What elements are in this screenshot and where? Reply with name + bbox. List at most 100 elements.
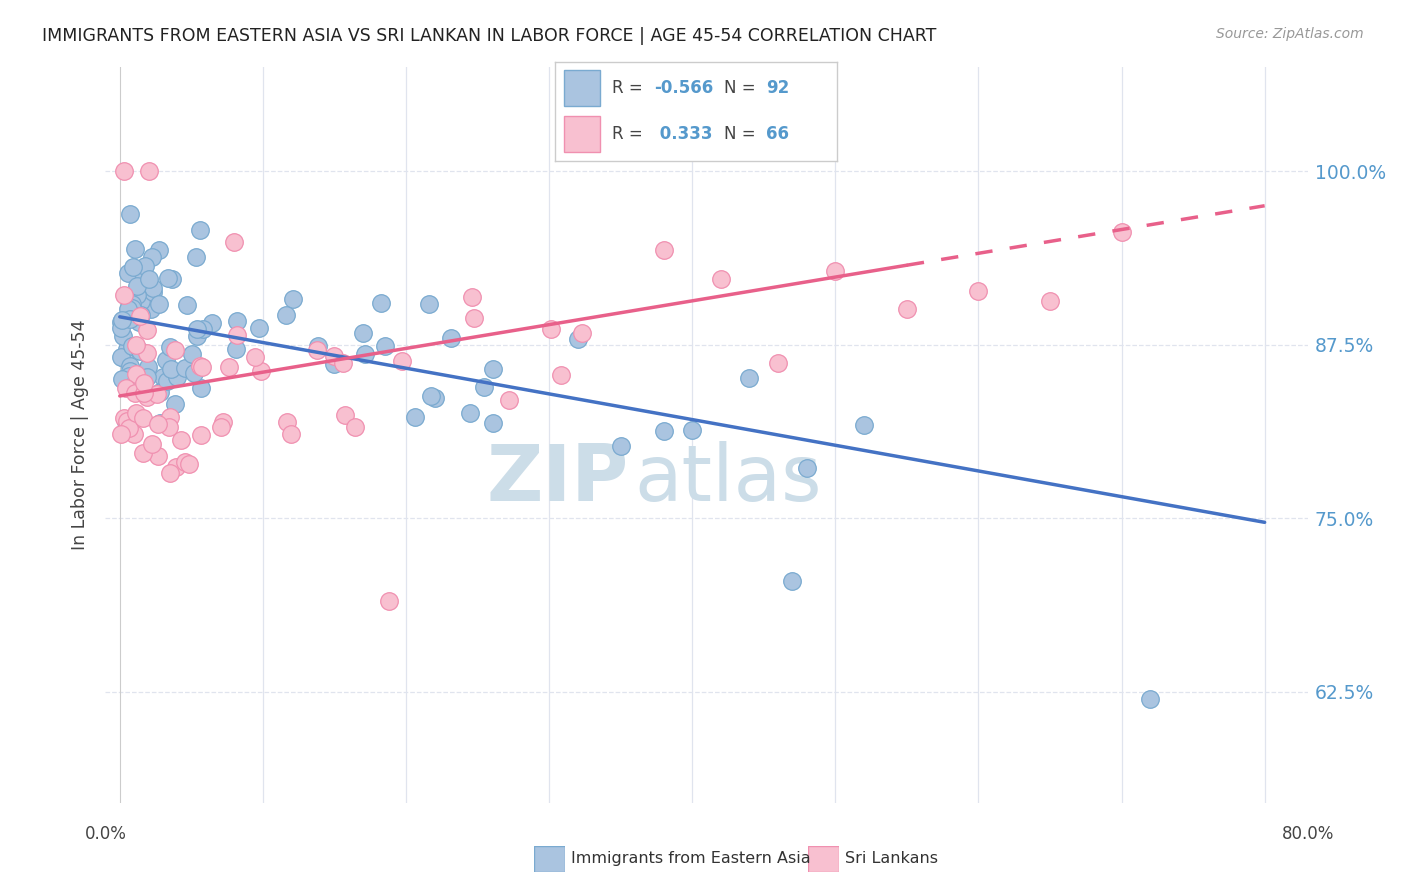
Point — [250, 364, 273, 378]
Point — [159, 362, 181, 376]
Point — [191, 322, 214, 336]
Point — [191, 359, 214, 374]
Point — [824, 263, 846, 277]
Point — [391, 354, 413, 368]
Point — [176, 297, 198, 311]
Point — [128, 309, 150, 323]
Point — [129, 310, 152, 324]
Point — [896, 301, 918, 316]
Point — [378, 594, 401, 608]
Point — [159, 409, 181, 424]
Point — [344, 419, 367, 434]
Point — [188, 359, 211, 373]
Point — [159, 340, 181, 354]
Point — [111, 372, 134, 386]
Point — [609, 439, 631, 453]
Point — [118, 368, 141, 383]
Point — [183, 366, 205, 380]
Point — [135, 370, 157, 384]
Point — [148, 244, 170, 258]
Point — [149, 385, 172, 400]
Point — [132, 385, 155, 400]
Point — [181, 346, 204, 360]
Point — [419, 389, 441, 403]
Point — [124, 242, 146, 256]
Point — [482, 361, 505, 376]
Point — [136, 359, 159, 374]
Point — [146, 449, 169, 463]
Point — [135, 323, 157, 337]
Point — [354, 347, 377, 361]
Point — [110, 350, 132, 364]
Point — [190, 381, 212, 395]
Point — [766, 356, 789, 370]
Point — [540, 321, 562, 335]
Point — [146, 417, 169, 432]
Text: 66: 66 — [766, 125, 789, 143]
Bar — [564, 117, 600, 152]
Y-axis label: In Labor Force | Age 45-54: In Labor Force | Age 45-54 — [72, 319, 90, 550]
Point — [165, 343, 187, 357]
Point — [370, 295, 392, 310]
Point — [148, 297, 170, 311]
Point — [110, 426, 132, 441]
Point — [472, 379, 495, 393]
Point — [125, 338, 148, 352]
Point — [425, 392, 447, 406]
Point — [280, 427, 302, 442]
Point — [550, 368, 572, 382]
Point — [112, 329, 135, 343]
Text: N =: N = — [724, 79, 755, 97]
Text: -0.566: -0.566 — [654, 79, 713, 97]
Point — [125, 287, 148, 301]
Point — [138, 271, 160, 285]
Point — [118, 312, 141, 326]
Point — [129, 308, 152, 322]
Point — [111, 312, 134, 326]
Point — [128, 315, 150, 329]
Point — [186, 322, 208, 336]
Point — [121, 339, 143, 353]
Point — [166, 370, 188, 384]
Point — [138, 164, 160, 178]
Point — [782, 574, 804, 588]
Point — [209, 420, 232, 434]
Point — [135, 390, 157, 404]
Point — [115, 414, 138, 428]
Point — [174, 454, 197, 468]
Point — [125, 406, 148, 420]
Point — [131, 411, 153, 425]
Point — [281, 292, 304, 306]
Point — [117, 266, 139, 280]
Point — [218, 360, 240, 375]
Point — [247, 321, 270, 335]
Point — [571, 326, 593, 340]
Point — [118, 364, 141, 378]
Point — [112, 164, 135, 178]
Point — [461, 290, 484, 304]
Point — [458, 407, 481, 421]
Point — [243, 350, 266, 364]
Bar — [564, 70, 600, 105]
Point — [159, 467, 181, 481]
Point — [1111, 225, 1133, 239]
Point — [332, 356, 354, 370]
Point — [118, 368, 141, 383]
Point — [134, 260, 156, 274]
Point — [157, 420, 180, 434]
Point — [201, 316, 224, 330]
Point — [135, 346, 157, 360]
Point — [681, 424, 703, 438]
Point — [121, 301, 143, 315]
Point — [112, 411, 135, 425]
Text: Source: ZipAtlas.com: Source: ZipAtlas.com — [1216, 27, 1364, 41]
Point — [796, 460, 818, 475]
Point — [305, 343, 328, 357]
Point — [276, 308, 298, 322]
Point — [225, 313, 247, 327]
Point — [190, 428, 212, 442]
Point — [145, 387, 167, 401]
Point — [226, 327, 249, 342]
Point — [121, 297, 143, 311]
Point — [132, 266, 155, 280]
